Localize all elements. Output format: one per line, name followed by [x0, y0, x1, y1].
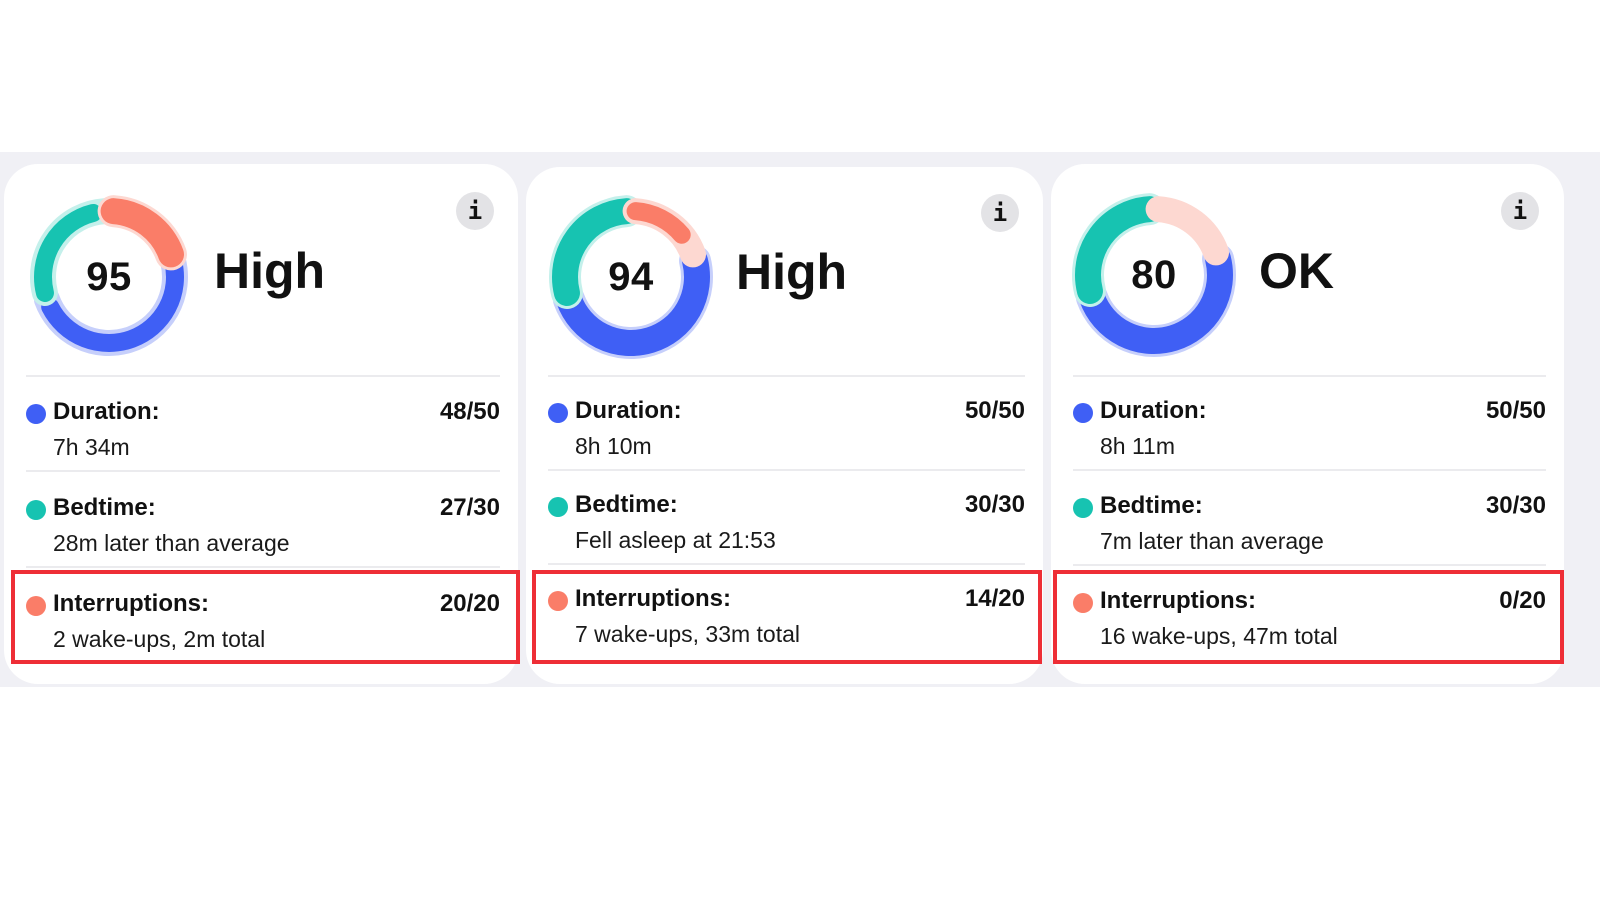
- info-icon: i: [467, 197, 483, 225]
- sleep-score-card: 94 High i Duration: 50/50 8h 10m Bedtime…: [526, 167, 1043, 684]
- metric-score: 50/50: [964, 397, 1025, 424]
- metric-score: 20/20: [439, 590, 500, 617]
- metric-detail: 8h 11m: [1100, 433, 1176, 459]
- metric-detail: 7h 34m: [53, 434, 130, 460]
- metric-label: Interruptions:: [53, 590, 209, 617]
- metric-detail: 2 wake-ups, 2m total: [53, 626, 266, 652]
- divider: [26, 375, 500, 377]
- sleep-rating-label: OK: [1259, 243, 1334, 299]
- duration-dot-icon: [26, 404, 46, 424]
- metric-label: Interruptions:: [1100, 587, 1256, 614]
- metric-score: 0/20: [1499, 587, 1546, 614]
- duration-dot-icon: [548, 403, 568, 423]
- metric-label: Duration:: [53, 398, 160, 425]
- metric-label: Bedtime:: [575, 491, 678, 518]
- metric-row-duration: Duration: 48/50 7h 34m: [26, 384, 500, 476]
- metric-detail: 8h 10m: [575, 433, 652, 459]
- sleep-score-value: 80: [1131, 252, 1177, 297]
- duration-dot-icon: [1073, 403, 1093, 423]
- sleep-score-card: 95 High i Duration: 48/50 7h 34m Bedtime…: [4, 164, 518, 684]
- metric-score: 50/50: [1485, 397, 1546, 424]
- metric-row-bedtime: Bedtime: 30/30 7m later than average: [1073, 478, 1546, 570]
- metric-score: 30/30: [1485, 492, 1546, 519]
- metric-row-duration: Duration: 50/50 8h 10m: [548, 383, 1025, 475]
- sleep-score-value: 94: [608, 254, 654, 299]
- metric-score: 30/30: [964, 491, 1025, 518]
- score-donut-chart: 95: [24, 192, 194, 362]
- metric-score: 27/30: [439, 494, 500, 521]
- score-donut-chart: 94: [546, 192, 716, 362]
- sleep-score-panel-3: 80 OK i Duration: 50/50 8h 11m Bedtime: …: [1047, 152, 1600, 687]
- sleep-score-card: 80 OK i Duration: 50/50 8h 11m Bedtime: …: [1051, 164, 1564, 684]
- interruptions-dot-icon: [26, 596, 46, 616]
- metric-label: Duration:: [575, 397, 682, 424]
- sleep-score-value: 95: [86, 254, 132, 299]
- divider: [1073, 375, 1546, 377]
- bedtime-dot-icon: [26, 500, 46, 520]
- score-donut-chart: 80: [1069, 190, 1239, 360]
- metric-detail: 7m later than average: [1100, 528, 1324, 554]
- metric-row-interruptions: Interruptions: 0/20 16 wake-ups, 47m tot…: [1073, 573, 1546, 665]
- interruptions-dot-icon: [548, 591, 568, 611]
- sleep-rating-label: High: [736, 244, 848, 300]
- info-button[interactable]: i: [456, 192, 494, 230]
- metric-row-interruptions: Interruptions: 20/20 2 wake-ups, 2m tota…: [26, 576, 500, 668]
- bedtime-dot-icon: [1073, 498, 1093, 518]
- info-icon: i: [992, 199, 1008, 227]
- divider: [26, 566, 500, 568]
- metric-label: Interruptions:: [575, 585, 731, 612]
- metric-score: 48/50: [439, 398, 500, 425]
- divider: [1073, 564, 1546, 566]
- donut-ring-icon: [30, 195, 188, 356]
- sleep-score-panel-1: 95 High i Duration: 48/50 7h 34m Bedtime…: [0, 152, 522, 687]
- metric-detail: 7 wake-ups, 33m total: [575, 621, 801, 647]
- info-button[interactable]: i: [1501, 192, 1539, 230]
- metric-row-duration: Duration: 50/50 8h 11m: [1073, 383, 1546, 475]
- divider: [548, 375, 1025, 377]
- metric-row-bedtime: Bedtime: 30/30 Fell asleep at 21:53: [548, 477, 1025, 569]
- metric-label: Bedtime:: [53, 494, 156, 521]
- metric-row-interruptions: Interruptions: 14/20 7 wake-ups, 33m tot…: [548, 571, 1025, 663]
- info-icon: i: [1512, 197, 1528, 225]
- metric-detail: Fell asleep at 21:53: [575, 527, 776, 553]
- divider: [548, 563, 1025, 565]
- donut-ring-icon: [1072, 193, 1236, 357]
- metric-score: 14/20: [964, 585, 1025, 612]
- metric-label: Bedtime:: [1100, 492, 1203, 519]
- divider: [548, 469, 1025, 471]
- divider: [26, 470, 500, 472]
- divider: [1073, 469, 1546, 471]
- bedtime-dot-icon: [548, 497, 568, 517]
- metric-detail: 28m later than average: [53, 530, 290, 556]
- metric-detail: 16 wake-ups, 47m total: [1100, 623, 1338, 649]
- info-button[interactable]: i: [981, 194, 1019, 232]
- metric-label: Duration:: [1100, 397, 1207, 424]
- interruptions-dot-icon: [1073, 593, 1093, 613]
- donut-ring-icon: [549, 195, 713, 359]
- sleep-rating-label: High: [214, 243, 326, 299]
- metric-row-bedtime: Bedtime: 27/30 28m later than average: [26, 480, 500, 572]
- sleep-score-panel-2: 94 High i Duration: 50/50 8h 10m Bedtime…: [522, 152, 1047, 687]
